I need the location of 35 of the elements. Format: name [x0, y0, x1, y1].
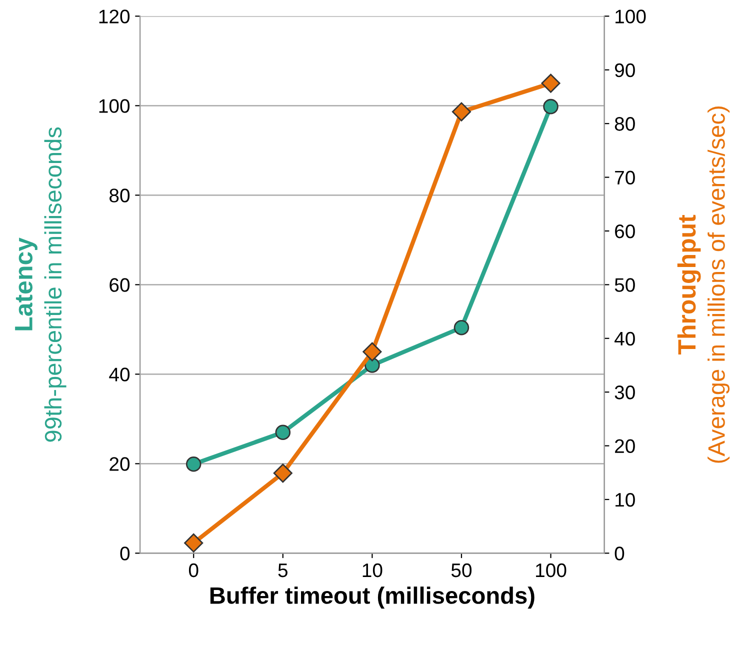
x-tick-label: 50	[451, 563, 472, 578]
y-tick-label: 80	[110, 188, 130, 202]
y-tick-label: 100	[99, 99, 130, 113]
y2-tick-label: 0	[614, 546, 624, 560]
y2-tick-label: 40	[614, 332, 635, 346]
y2-tick-label: 70	[615, 170, 635, 185]
x-axis-title: Buffer timeout (milliseconds)	[210, 586, 534, 609]
y-axis-title: Latency 99th-percentile in milliseconds	[15, 127, 66, 442]
point	[452, 102, 472, 122]
point	[275, 424, 291, 440]
x-tick-label: 5	[278, 564, 288, 578]
x-tick-label: 100	[536, 563, 566, 578]
y2-tick-label: 80	[614, 117, 635, 131]
y-tick-label: 40	[109, 368, 130, 382]
y-tick-label: 20	[110, 457, 130, 471]
point	[273, 464, 292, 483]
y2-tick-label: 90	[614, 63, 635, 78]
y-tick-label: 0	[120, 546, 130, 560]
y2-tick-label: 20	[615, 439, 635, 454]
y2-tick-label: 10	[616, 492, 635, 507]
y2-axis-title: Throughput (Average in millions of events/sec)	[677, 106, 730, 463]
y2-tick-label: 30	[614, 386, 635, 400]
y2-tick-label: 100	[616, 10, 646, 24]
y2-tick-label: 50	[614, 278, 635, 292]
point	[362, 342, 382, 362]
point	[541, 74, 560, 93]
y2-tick-label: 60	[615, 224, 635, 238]
y-tick-label: 120	[99, 10, 130, 24]
point	[186, 456, 202, 472]
point	[184, 533, 204, 553]
point	[543, 98, 558, 114]
y-tick-label: 60	[110, 278, 130, 292]
x-tick-label: 10	[362, 563, 382, 578]
point	[454, 320, 470, 336]
x-tick-label: 0	[188, 563, 198, 578]
